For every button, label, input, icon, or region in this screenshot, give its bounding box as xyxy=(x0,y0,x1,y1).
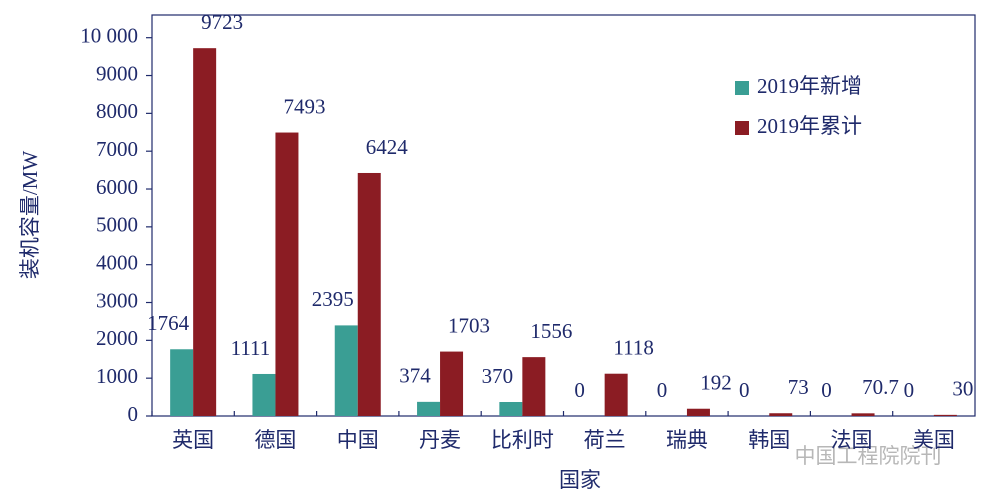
bar xyxy=(769,413,793,416)
x-tick-label: 比利时 xyxy=(491,428,554,452)
x-tick-label: 德国 xyxy=(254,428,296,452)
x-axis-title: 国家 xyxy=(559,468,601,492)
data-label: 1111 xyxy=(231,336,271,360)
data-label: 0 xyxy=(657,378,668,402)
bar xyxy=(357,172,381,416)
x-tick-label: 丹麦 xyxy=(419,428,461,452)
legend-label: 2019年新增 xyxy=(757,74,862,98)
data-label: 73 xyxy=(788,375,809,399)
bar xyxy=(499,402,523,416)
data-label: 192 xyxy=(700,371,732,395)
data-label: 2395 xyxy=(312,287,354,311)
data-label: 70.7 xyxy=(862,375,899,399)
y-tick-label: 2000 xyxy=(96,326,138,350)
y-tick-label: 7000 xyxy=(96,137,138,161)
data-label: 6424 xyxy=(366,135,409,159)
x-tick-label: 荷兰 xyxy=(584,428,626,452)
data-label: 9723 xyxy=(201,10,243,34)
data-label: 1556 xyxy=(530,319,572,343)
legend-swatch xyxy=(735,121,749,135)
y-tick-label: 5000 xyxy=(96,213,138,237)
bar xyxy=(851,413,875,416)
bar xyxy=(933,414,957,416)
y-tick-label: 9000 xyxy=(96,61,138,85)
data-label: 1764 xyxy=(147,311,190,335)
x-tick-label: 中国 xyxy=(337,428,379,452)
data-label: 7493 xyxy=(283,94,325,118)
bar xyxy=(334,325,358,416)
bar xyxy=(522,357,546,416)
y-tick-label: 3000 xyxy=(96,288,138,312)
legend-swatch xyxy=(735,81,749,95)
bar xyxy=(440,351,464,416)
x-tick-label: 瑞典 xyxy=(666,428,708,452)
data-label: 370 xyxy=(482,364,514,388)
bar xyxy=(252,373,276,416)
y-tick-label: 4000 xyxy=(96,250,138,274)
data-label: 0 xyxy=(821,378,832,402)
watermark: 中国工程院院刊 xyxy=(795,444,942,468)
x-tick-label: 英国 xyxy=(172,428,214,452)
bar xyxy=(417,401,441,416)
y-axis-title: 装机容量/MW xyxy=(18,151,42,280)
data-label: 0 xyxy=(574,378,585,402)
legend-label: 2019年累计 xyxy=(757,114,862,138)
data-label: 30 xyxy=(952,377,973,401)
data-label: 1703 xyxy=(448,313,490,337)
data-label: 0 xyxy=(739,378,750,402)
bar xyxy=(170,349,194,416)
x-tick-label: 法国 xyxy=(831,428,873,452)
y-tick-label: 0 xyxy=(128,402,139,426)
data-label: 374 xyxy=(399,364,431,388)
data-label: 0 xyxy=(904,378,915,402)
bar xyxy=(686,408,710,416)
y-tick-label: 10 000 xyxy=(80,24,138,48)
bar xyxy=(604,373,628,416)
y-tick-label: 6000 xyxy=(96,175,138,199)
y-tick-label: 1000 xyxy=(96,364,138,388)
bar xyxy=(193,48,217,417)
data-label: 1118 xyxy=(613,336,653,360)
x-tick-label: 美国 xyxy=(913,428,955,452)
y-tick-label: 8000 xyxy=(96,99,138,123)
bar xyxy=(275,132,299,416)
x-tick-label: 韩国 xyxy=(748,428,790,452)
